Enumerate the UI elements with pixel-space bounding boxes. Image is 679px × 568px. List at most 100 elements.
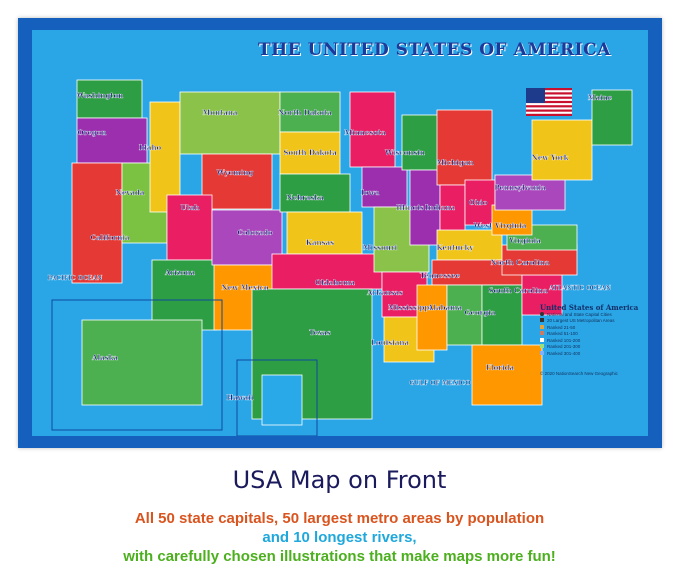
inset-frame xyxy=(236,359,318,436)
state-kansas xyxy=(286,211,363,255)
caption-line-3: with carefully chosen illustrations that… xyxy=(123,548,556,565)
state-label: Pennsylvania xyxy=(494,183,546,192)
state-label: New York xyxy=(532,153,569,162)
state-montana xyxy=(179,91,281,155)
map-title: THE UNITED STATES OF AMERICA xyxy=(258,40,611,60)
state-label: Illinois xyxy=(396,203,424,212)
state-wisconsin xyxy=(401,114,441,171)
caption-line-2: and 10 longest rivers, xyxy=(262,529,417,546)
legend-symbol xyxy=(540,318,544,322)
state-wyoming xyxy=(201,153,273,210)
state-label: Florida xyxy=(486,363,515,372)
legend-symbol xyxy=(540,350,544,355)
state-mississippi xyxy=(416,284,448,351)
state-label: Ohio xyxy=(469,198,488,207)
ocean-label: ATLANTIC OCEAN xyxy=(548,285,612,292)
legend-label: Ranked 301-400 xyxy=(547,350,581,356)
state-label: Colorado xyxy=(237,228,273,237)
state-label: Kentucky xyxy=(437,243,475,252)
state-label: West Virginia xyxy=(473,221,527,230)
state-alaska xyxy=(81,319,203,406)
state-label: Virginia xyxy=(508,236,541,245)
caption-title: USA Map on Front xyxy=(232,466,447,494)
state-washington xyxy=(76,79,143,119)
state-label: Arkansas xyxy=(366,288,403,297)
legend-label: Ranked 201-300 xyxy=(547,344,581,349)
state-label: Michigan xyxy=(437,158,474,167)
state-label: Arizona xyxy=(164,268,196,277)
state-label: North Carolina xyxy=(491,258,550,267)
state-illinois xyxy=(409,169,441,246)
state-pennsylvania xyxy=(494,174,566,211)
state-label: South Dakota xyxy=(283,148,337,157)
state-label: Wisconsin xyxy=(384,148,425,157)
state-label: Texas xyxy=(309,328,331,337)
ocean-label: GULF OF MEXICO xyxy=(409,380,470,387)
legend-symbol xyxy=(540,324,544,329)
map-poster: Washington Oregon California Nevada Idaho Mon… xyxy=(18,18,662,448)
usa-map: Washington Oregon California Nevada Idaho Mon… xyxy=(47,79,633,436)
legend-symbol xyxy=(540,331,544,335)
legend-label: Ranked 101-200 xyxy=(547,337,581,343)
state-label: Indiana xyxy=(425,203,456,212)
legend-item: Ranked 21-50 xyxy=(540,324,640,332)
state-oklahoma xyxy=(271,253,383,290)
legend-item: National and State Capital Cities xyxy=(540,311,640,319)
legend-item: Ranked 101-200 xyxy=(540,337,640,345)
state-arizona xyxy=(151,259,218,331)
state-nebraska xyxy=(279,173,351,213)
inset-frame xyxy=(51,299,223,431)
map-legend: United States of America National and St… xyxy=(540,303,640,378)
state-label: Idaho xyxy=(139,143,162,152)
state-label: South Carolina xyxy=(489,286,548,295)
state-south-dakota xyxy=(279,131,341,175)
state-label: North Dakota xyxy=(278,108,332,117)
state-utah xyxy=(166,194,213,261)
state-label: Oklahoma xyxy=(315,278,355,287)
state-label: Wyoming xyxy=(216,168,254,177)
state-oregon xyxy=(76,117,148,164)
ocean-label: PACIFIC OCEAN xyxy=(48,275,103,282)
state-iowa xyxy=(361,166,408,208)
state-label: California xyxy=(90,233,130,242)
state-label: New Mexico xyxy=(221,283,269,292)
state-label: Louisiana xyxy=(371,338,410,347)
legend-symbol xyxy=(540,337,544,342)
state-label: Washington xyxy=(76,91,123,100)
state-label: Minnesota xyxy=(344,128,386,137)
state-label: Alaska xyxy=(91,353,118,362)
legend-item: Ranked 301-400 xyxy=(540,350,640,358)
legend-item: Ranked 201-300 xyxy=(540,344,640,351)
state-label: Mississippi xyxy=(388,303,432,312)
state-maine xyxy=(591,89,633,146)
state-label: Tennessee xyxy=(420,271,461,280)
legend-label: Ranked 51-100 xyxy=(547,331,578,336)
state-label: Hawaii xyxy=(226,393,253,402)
state-label: Iowa xyxy=(361,188,380,197)
legend-item: Ranked 51-100 xyxy=(540,331,640,338)
state-label: Nevada xyxy=(116,188,145,197)
legend-item: 20 Largest US Metropolitan Areas xyxy=(540,318,640,325)
us-flag-icon xyxy=(526,88,572,116)
state-minnesota xyxy=(349,91,396,168)
state-florida xyxy=(471,344,543,406)
legend-label: Ranked 21-50 xyxy=(547,324,576,330)
state-south-carolina xyxy=(521,274,563,316)
state-idaho xyxy=(149,101,181,213)
legend-symbol xyxy=(540,344,544,348)
state-label: Georgia xyxy=(465,308,496,317)
state-michigan xyxy=(436,109,493,186)
state-new-york xyxy=(531,119,593,181)
legend-label: 20 Largest US Metropolitan Areas xyxy=(547,318,615,323)
state-label: Utah xyxy=(181,203,200,212)
state-label: Kansas xyxy=(306,238,334,247)
legend-title: United States of America xyxy=(540,303,639,312)
state-colorado xyxy=(211,209,283,266)
state-label: Montana xyxy=(203,108,238,117)
state-label: Nebraska xyxy=(286,193,324,202)
state-california xyxy=(71,162,123,284)
state-label: Missouri xyxy=(363,243,398,252)
state-hawaii xyxy=(261,374,303,426)
state-label: Maine xyxy=(588,93,613,102)
caption-line-1: All 50 state capitals, 50 largest metro … xyxy=(134,510,545,527)
